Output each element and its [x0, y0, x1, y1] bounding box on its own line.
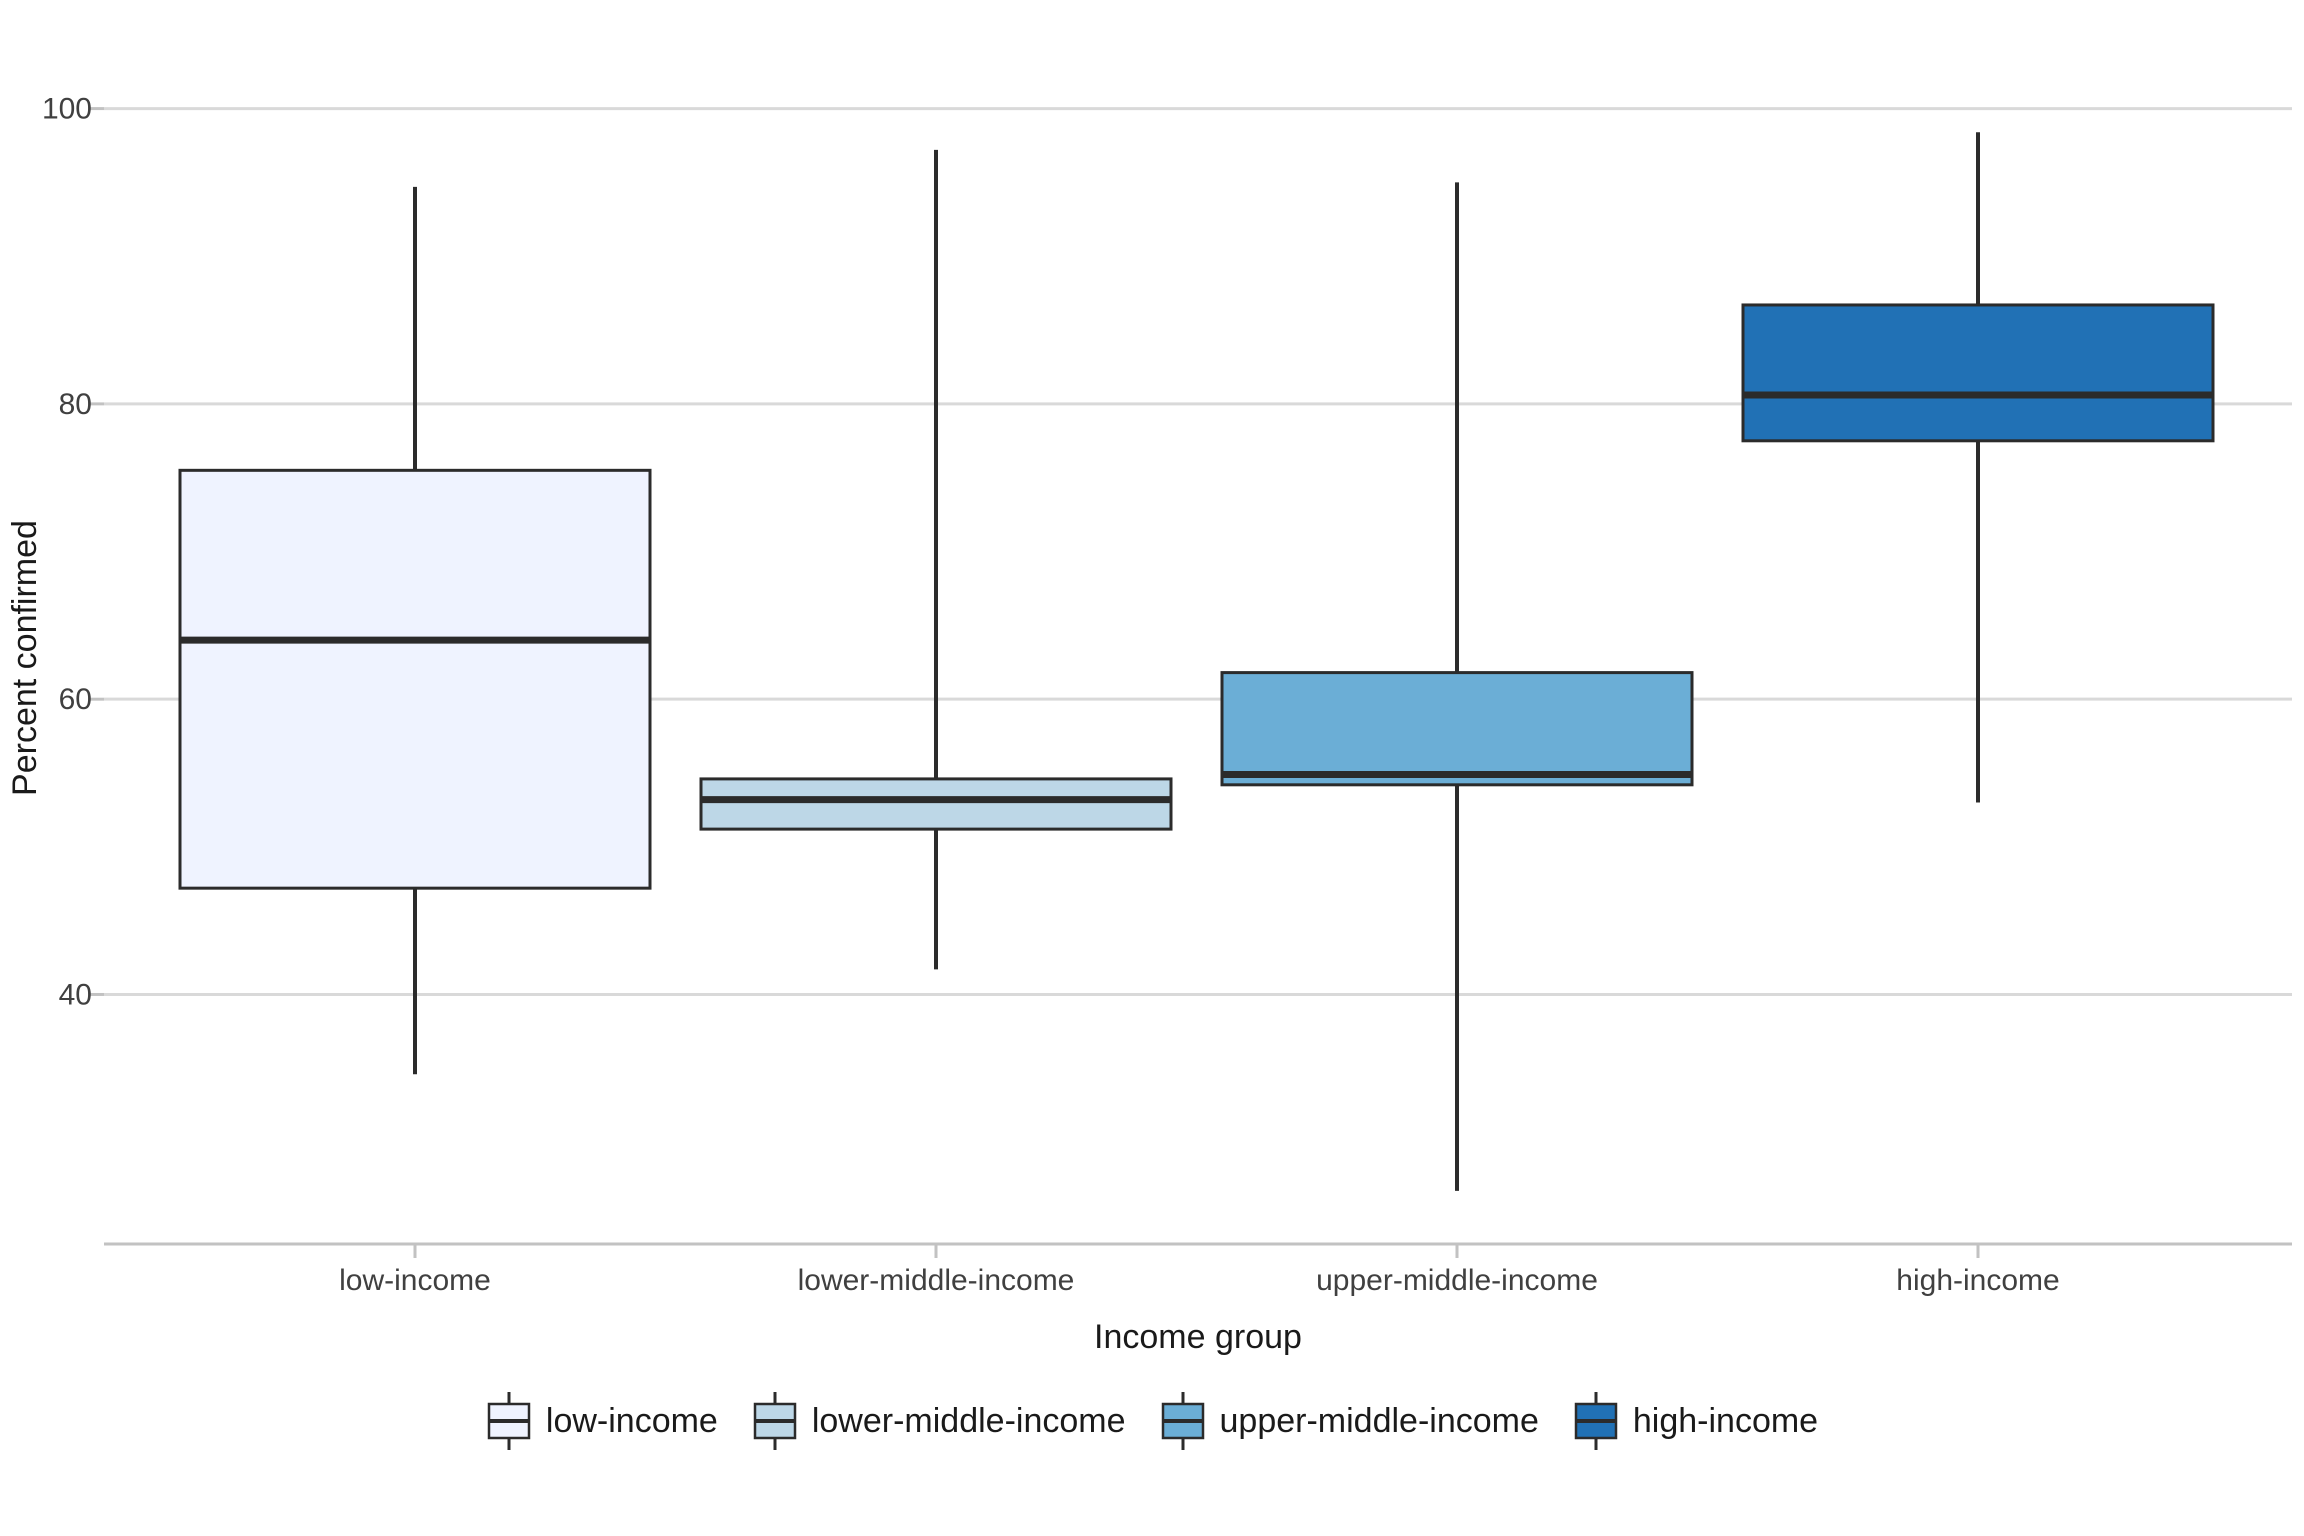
boxplot-series: [178, 132, 2215, 1191]
y-tick-label-60: 60: [59, 683, 92, 716]
legend-item-low-income: low-income: [486, 1390, 718, 1452]
box-lower-middle-income: [699, 149, 1173, 970]
x-tick-label-upper-middle-income: upper-middle-income: [1316, 1264, 1598, 1297]
legend-key-boxplot-icon: [1574, 1392, 1618, 1450]
legend-label-low-income: low-income: [545, 1402, 718, 1440]
x-tick-label-high-income: high-income: [1896, 1264, 2059, 1297]
tick-labels: 40 60 80 100 low-income lower-middle-income up…: [42, 93, 2060, 1297]
box-low-income: [178, 186, 652, 1075]
legend-key-boxplot-icon: [487, 1392, 531, 1450]
x-tick-label-lower-middle-income: lower-middle-income: [798, 1264, 1075, 1297]
y-axis-title: Percent confirmed: [6, 520, 44, 796]
y-tick-label-80: 80: [59, 388, 92, 421]
iqr-box-low-income: [178, 468, 652, 890]
legend-key-boxplot-icon: [753, 1392, 797, 1450]
iqr-box-high-income: [1741, 303, 2215, 443]
legend-label-lower-middle-income: lower-middle-income: [811, 1402, 1126, 1440]
y-tick-label-100: 100: [42, 93, 92, 126]
box-upper-middle-income: [1220, 182, 1694, 1191]
legend-item-high-income: high-income: [1573, 1390, 1818, 1452]
legend-key-boxplot-icon: [1161, 1392, 1204, 1450]
iqr-box-upper-middle-income: [1220, 671, 1694, 787]
y-tick-label-40: 40: [59, 978, 92, 1011]
legend-item-lower-middle-income: lower-middle-income: [752, 1390, 1126, 1452]
legend-item-upper-middle-income: upper-middle-income: [1160, 1390, 1539, 1452]
legend-label-high-income: high-income: [1632, 1402, 1819, 1440]
axes: [88, 107, 2292, 1258]
x-axis-title: Income group: [1094, 1318, 1302, 1356]
x-tick-label-low-income: low-income: [339, 1264, 491, 1297]
box-high-income: [1741, 132, 2215, 803]
iqr-box-lower-middle-income: [699, 777, 1173, 831]
legend: low-income lower-middle-income upper-middl…: [0, 1390, 2304, 1452]
legend-label-upper-middle-income: upper-middle-income: [1219, 1402, 1539, 1440]
